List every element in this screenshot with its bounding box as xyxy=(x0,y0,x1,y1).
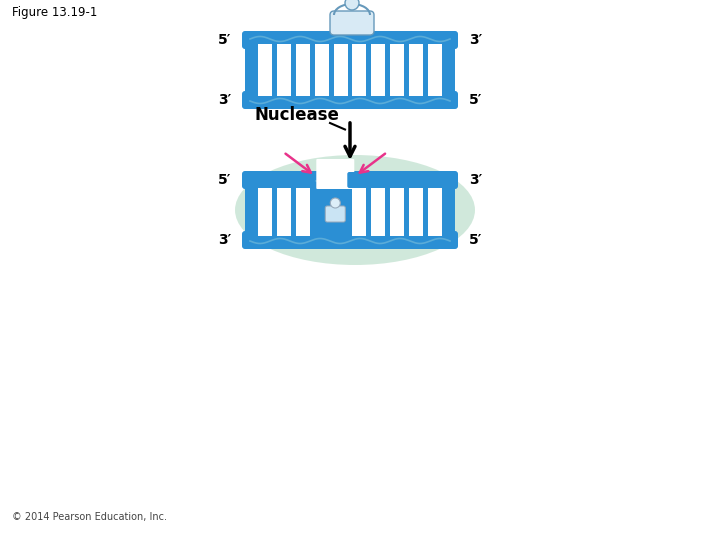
Circle shape xyxy=(330,198,341,208)
Bar xyxy=(277,184,291,236)
Bar xyxy=(428,184,442,236)
Bar xyxy=(245,34,455,106)
Text: © 2014 Pearson Education, Inc.: © 2014 Pearson Education, Inc. xyxy=(12,512,167,522)
Bar xyxy=(390,184,404,236)
Text: 3′: 3′ xyxy=(469,173,482,187)
Bar xyxy=(245,174,455,246)
FancyBboxPatch shape xyxy=(316,159,354,189)
Bar xyxy=(409,184,423,236)
Text: Figure 13.19-1: Figure 13.19-1 xyxy=(12,6,97,19)
Bar xyxy=(315,44,328,96)
Text: 3′: 3′ xyxy=(217,93,231,107)
FancyBboxPatch shape xyxy=(347,172,457,188)
Bar xyxy=(353,184,366,236)
Text: 5′: 5′ xyxy=(217,33,231,47)
FancyBboxPatch shape xyxy=(243,172,315,188)
Text: 3′: 3′ xyxy=(217,233,231,247)
FancyBboxPatch shape xyxy=(325,206,346,222)
FancyBboxPatch shape xyxy=(242,91,458,109)
Text: 5′: 5′ xyxy=(217,173,231,187)
Circle shape xyxy=(345,0,359,10)
Bar xyxy=(277,44,291,96)
Bar xyxy=(372,184,385,236)
FancyBboxPatch shape xyxy=(242,171,458,189)
Bar xyxy=(409,44,423,96)
FancyBboxPatch shape xyxy=(330,11,374,35)
Bar xyxy=(296,44,310,96)
Bar xyxy=(296,184,310,236)
Bar xyxy=(390,44,404,96)
Bar xyxy=(258,44,272,96)
Text: 5′: 5′ xyxy=(469,93,482,107)
Bar xyxy=(258,184,272,236)
Bar xyxy=(428,44,442,96)
FancyBboxPatch shape xyxy=(242,31,458,49)
Ellipse shape xyxy=(235,155,475,265)
Bar xyxy=(372,44,385,96)
Text: Nuclease: Nuclease xyxy=(255,106,340,124)
Bar xyxy=(353,44,366,96)
Text: 5′: 5′ xyxy=(469,233,482,247)
Text: 3′: 3′ xyxy=(469,33,482,47)
Bar xyxy=(333,44,348,96)
FancyBboxPatch shape xyxy=(242,231,458,249)
